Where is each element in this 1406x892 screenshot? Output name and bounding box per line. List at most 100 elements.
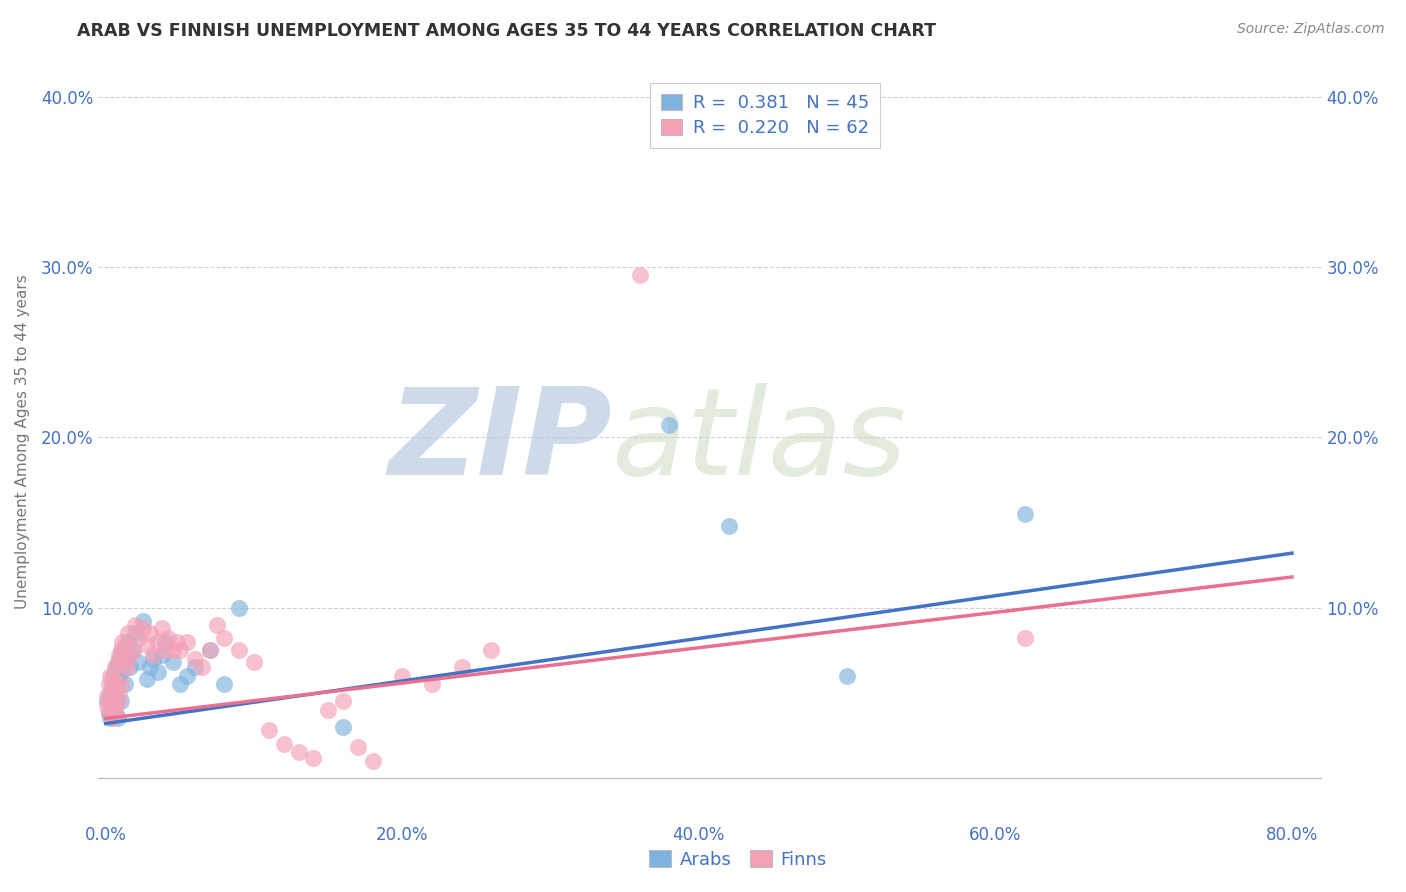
Point bbox=[243, 655, 266, 669]
Point bbox=[132, 621, 155, 635]
Point bbox=[96, 694, 118, 708]
Point bbox=[118, 660, 141, 674]
Point bbox=[146, 634, 169, 648]
Text: Source: ZipAtlas.com: Source: ZipAtlas.com bbox=[1237, 22, 1385, 37]
Point bbox=[214, 677, 236, 691]
Point bbox=[100, 677, 122, 691]
Point bbox=[124, 626, 146, 640]
Point bbox=[104, 682, 127, 697]
Text: atlas: atlas bbox=[612, 383, 907, 500]
Point bbox=[1014, 632, 1036, 646]
Point bbox=[837, 669, 859, 683]
Point bbox=[117, 634, 139, 648]
Point bbox=[198, 643, 221, 657]
Point bbox=[628, 268, 651, 283]
Point bbox=[169, 643, 191, 657]
Point bbox=[420, 677, 443, 691]
Point bbox=[257, 723, 280, 738]
Point bbox=[169, 677, 191, 691]
Point bbox=[96, 699, 118, 714]
Point bbox=[136, 638, 159, 652]
Legend: Arabs, Finns: Arabs, Finns bbox=[643, 843, 834, 876]
Point bbox=[105, 677, 128, 691]
Point bbox=[347, 740, 370, 755]
Point bbox=[97, 677, 120, 691]
Point bbox=[228, 600, 250, 615]
Point bbox=[98, 694, 121, 708]
Point bbox=[228, 643, 250, 657]
Point bbox=[107, 711, 129, 725]
Point bbox=[98, 669, 121, 683]
Point bbox=[124, 617, 146, 632]
Point bbox=[142, 648, 165, 663]
Point bbox=[139, 626, 162, 640]
Point bbox=[153, 643, 176, 657]
Point bbox=[142, 652, 165, 666]
Y-axis label: Unemployment Among Ages 35 to 44 years: Unemployment Among Ages 35 to 44 years bbox=[15, 274, 30, 609]
Point bbox=[316, 703, 339, 717]
Point bbox=[1014, 507, 1036, 521]
Point bbox=[105, 694, 128, 708]
Point bbox=[115, 660, 138, 674]
Point bbox=[114, 638, 136, 652]
Point bbox=[96, 690, 118, 704]
Point bbox=[104, 660, 127, 674]
Point bbox=[111, 634, 134, 648]
Point bbox=[98, 711, 121, 725]
Legend: R =  0.381   N = 45, R =  0.220   N = 62: R = 0.381 N = 45, R = 0.220 N = 62 bbox=[650, 83, 880, 148]
Point bbox=[115, 648, 138, 663]
Point bbox=[117, 626, 139, 640]
Point bbox=[287, 746, 309, 760]
Point bbox=[118, 648, 141, 663]
Point bbox=[112, 655, 135, 669]
Point bbox=[273, 737, 295, 751]
Point bbox=[100, 682, 122, 697]
Point bbox=[184, 660, 207, 674]
Point bbox=[176, 634, 198, 648]
Point bbox=[114, 677, 136, 691]
Text: ARAB VS FINNISH UNEMPLOYMENT AMONG AGES 35 TO 44 YEARS CORRELATION CHART: ARAB VS FINNISH UNEMPLOYMENT AMONG AGES … bbox=[77, 22, 936, 40]
Point bbox=[139, 660, 162, 674]
Point bbox=[127, 632, 149, 646]
Point bbox=[103, 669, 125, 683]
Point bbox=[146, 665, 169, 680]
Point bbox=[157, 632, 180, 646]
Point bbox=[184, 652, 207, 666]
Point bbox=[361, 754, 384, 768]
Point bbox=[104, 706, 127, 721]
Point bbox=[450, 660, 472, 674]
Point bbox=[302, 750, 325, 764]
Point bbox=[111, 643, 134, 657]
Point bbox=[162, 643, 184, 657]
Point bbox=[162, 655, 184, 669]
Point bbox=[717, 519, 740, 533]
Point bbox=[105, 706, 128, 721]
Point bbox=[191, 660, 214, 674]
Text: ZIP: ZIP bbox=[388, 383, 612, 500]
Point bbox=[108, 686, 131, 700]
Point bbox=[107, 655, 129, 669]
Point bbox=[100, 703, 122, 717]
Point bbox=[132, 615, 155, 629]
Point bbox=[104, 699, 127, 714]
Point bbox=[166, 634, 188, 648]
Point bbox=[110, 677, 132, 691]
Point bbox=[214, 632, 236, 646]
Point bbox=[97, 706, 120, 721]
Point bbox=[110, 665, 132, 680]
Point bbox=[103, 672, 125, 686]
Point bbox=[658, 418, 681, 433]
Point bbox=[479, 643, 502, 657]
Point bbox=[153, 634, 176, 648]
Point bbox=[127, 655, 149, 669]
Point bbox=[136, 672, 159, 686]
Point bbox=[103, 699, 125, 714]
Point bbox=[332, 720, 354, 734]
Point bbox=[121, 643, 143, 657]
Point bbox=[176, 669, 198, 683]
Point bbox=[205, 617, 228, 632]
Point bbox=[332, 694, 354, 708]
Point bbox=[391, 669, 413, 683]
Point bbox=[108, 652, 131, 666]
Point bbox=[107, 672, 129, 686]
